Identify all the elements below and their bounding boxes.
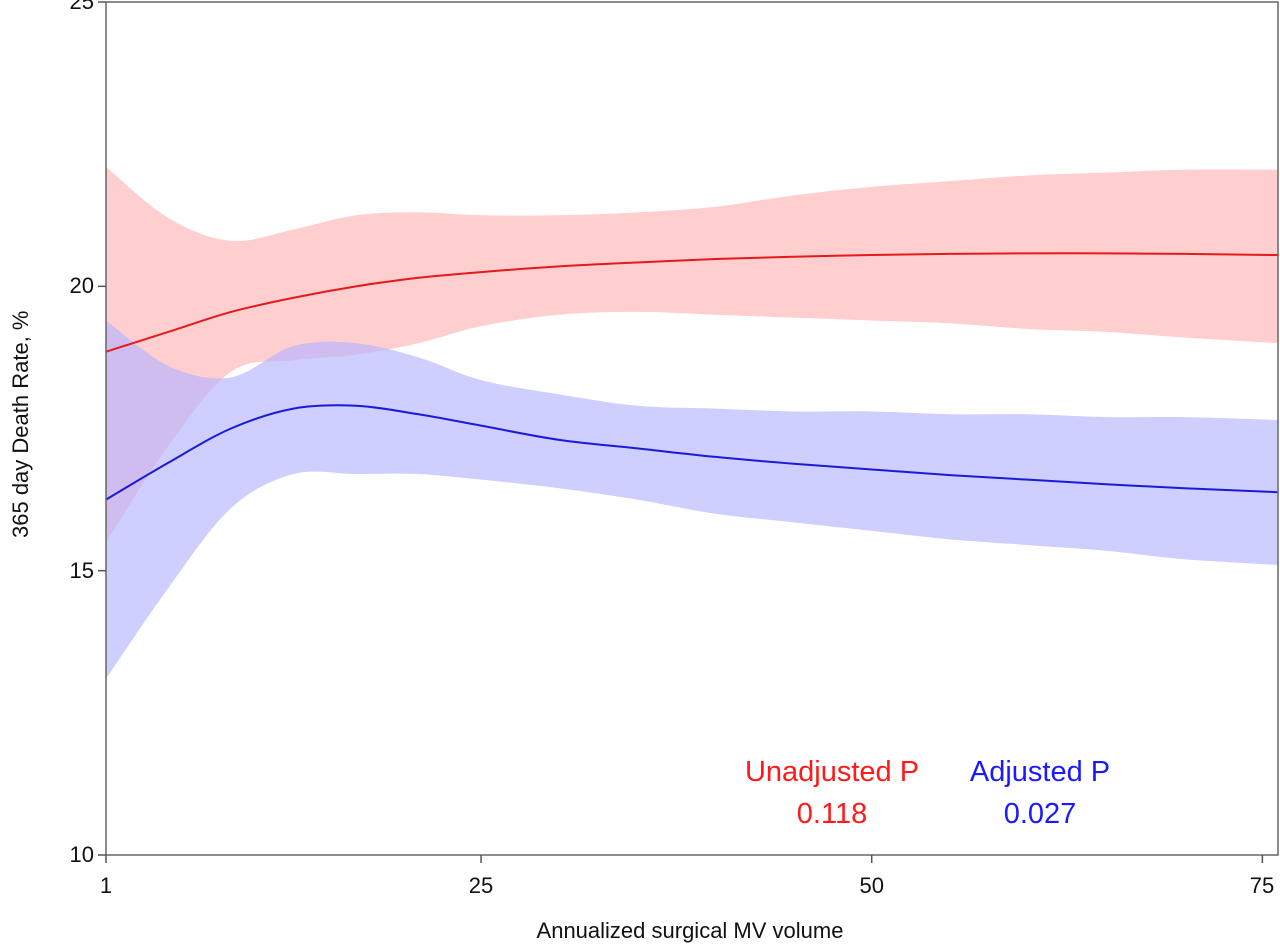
- unadjusted-confidence-band: [106, 166, 1278, 543]
- adjusted-p-value: 0.027: [1003, 798, 1077, 830]
- unadjusted-p-value: 0.118: [796, 798, 868, 830]
- y-tick-label: 15: [69, 557, 94, 583]
- x-tick-label: 25: [468, 873, 494, 898]
- unadjusted-p-label: Unadjusted P: [744, 756, 920, 788]
- adjusted-series-line: [105, 404, 1279, 501]
- y-axis-label: 365 day Death Rate, %: [8, 310, 33, 538]
- y-tick-label: 10: [69, 842, 94, 867]
- y-tick-label: 25: [69, 0, 94, 14]
- x-tick-label: 75: [1249, 873, 1275, 898]
- x-tick-label: 1: [99, 873, 113, 898]
- x-axis-label: Annualized surgical MV volume: [536, 918, 844, 943]
- unadjusted-series-line: [105, 252, 1279, 353]
- adjusted-confidence-band: [106, 320, 1278, 679]
- x-tick-label: 50: [859, 873, 884, 898]
- adjusted-p-label: Adjusted P: [969, 756, 1111, 788]
- y-tick-label: 20: [69, 273, 94, 299]
- plot-frame: [105, 1, 1279, 856]
